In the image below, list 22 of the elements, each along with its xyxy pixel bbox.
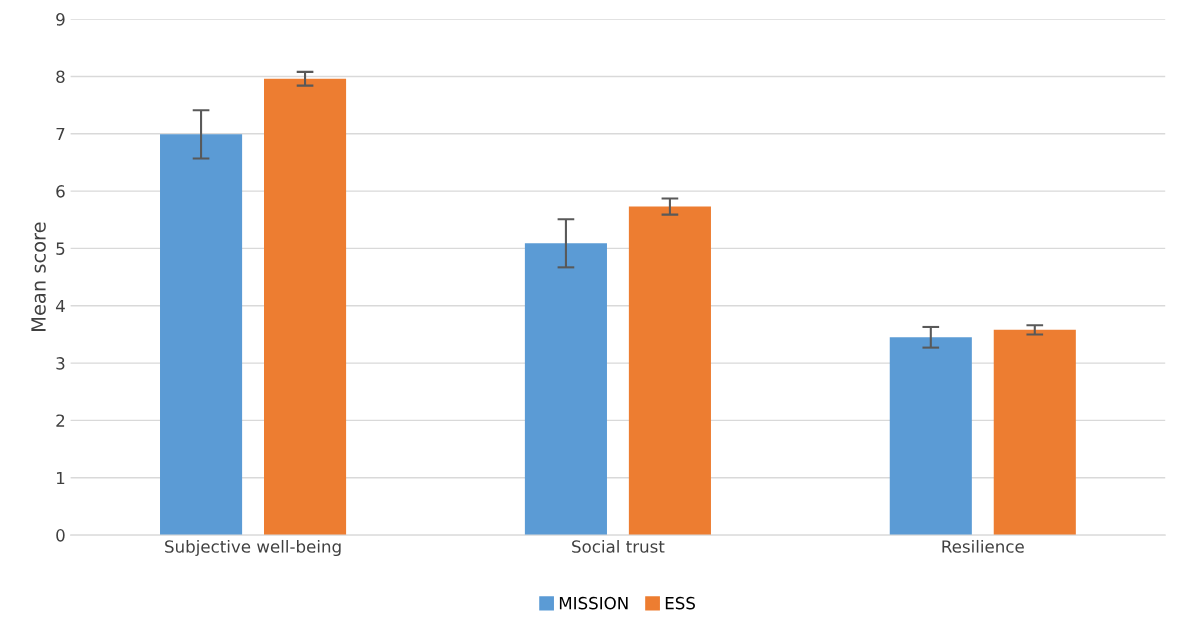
y-axis-title: Mean score [31,222,46,331]
y-tick-label: 9 [56,13,65,26]
y-tick-label: 3 [56,357,65,370]
bar [160,134,243,536]
bar [993,329,1076,536]
y-tick-label: 1 [56,471,65,485]
bar [264,78,347,536]
y-tick-label: 7 [56,127,65,141]
y-tick-label: 6 [56,185,65,198]
bar [628,206,711,536]
y-tick-label: 5 [56,242,65,255]
x-tick-label: Subjective well-being [165,539,341,557]
legend-label: ESS [665,596,695,610]
y-tick-label: 0 [56,529,65,542]
x-tick-label: Social trust [572,539,665,553]
bar [889,337,972,536]
y-tick-label: 2 [56,414,65,427]
bar [524,243,607,536]
x-tick-label: Resilience [942,539,1024,553]
y-tick-label: 8 [56,70,65,84]
y-tick-label: 4 [55,299,65,313]
legend-label: MISSION [559,596,628,610]
